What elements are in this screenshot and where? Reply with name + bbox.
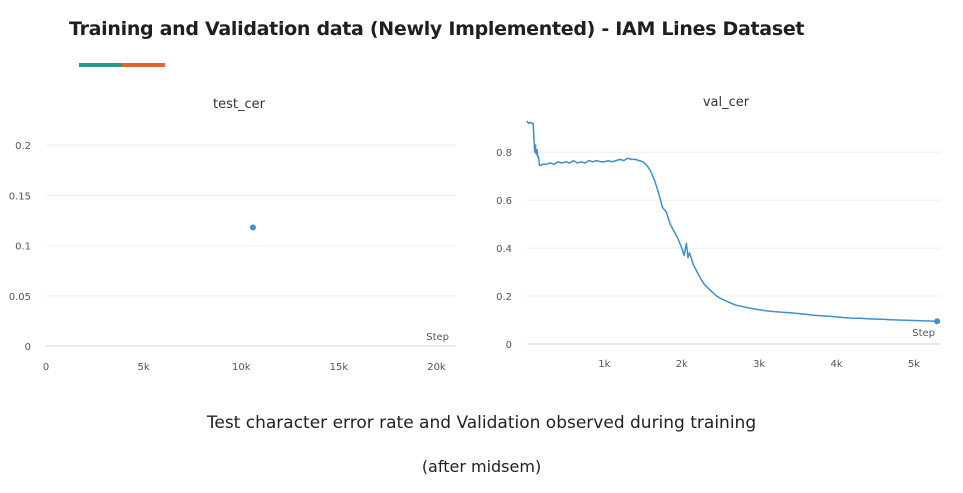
underline-segment-orange [122,63,165,67]
x-tick-label: 10k [232,362,251,373]
x-tick-label: 5k [908,359,920,370]
x-tick-label: 15k [330,362,349,373]
y-tick-label: 0.2 [15,141,31,152]
underline-segment-teal [79,63,122,67]
x-axis-label: Step [426,332,449,343]
page-title: Training and Validation data (Newly Impl… [69,18,805,40]
y-tick-label: 0.2 [496,292,512,303]
x-tick-label: 5k [138,362,150,373]
series-line [526,120,938,322]
title-underline [79,63,165,67]
x-tick-label: 0 [43,362,49,373]
y-tick-label: 0.4 [496,244,512,255]
last-point-marker [934,318,941,325]
chart-title: test_cer [213,97,266,112]
figure-caption-subtitle: (after midsem) [421,457,542,476]
x-tick-label: 1k [598,359,610,370]
x-tick-label: 20k [427,362,446,373]
y-tick-label: 0.8 [496,148,512,159]
x-tick-label: 4k [830,359,842,370]
y-tick-label: 0.1 [15,242,31,253]
data-point [249,224,256,231]
y-tick-label: 0 [506,340,512,351]
y-tick-label: 0 [25,342,31,353]
chart-title: val_cer [703,95,750,110]
x-tick-label: 3k [753,359,765,370]
y-tick-label: 0.6 [496,196,512,207]
y-tick-label: 0.05 [9,292,31,303]
figure-caption: Test character error rate and Validation… [206,413,757,433]
test-cer-chart: test_cer 0 0.05 0.1 0.15 0.2 0 5k 10k 15k 20k Step [9,97,456,373]
y-tick-label: 0.15 [9,191,31,202]
val-cer-chart: val_cer 0 0.2 0.4 0.6 0.8 1k 2k 3k 4k 5k Step [496,95,941,370]
x-axis-label: Step [912,328,935,339]
x-tick-label: 2k [676,359,688,370]
